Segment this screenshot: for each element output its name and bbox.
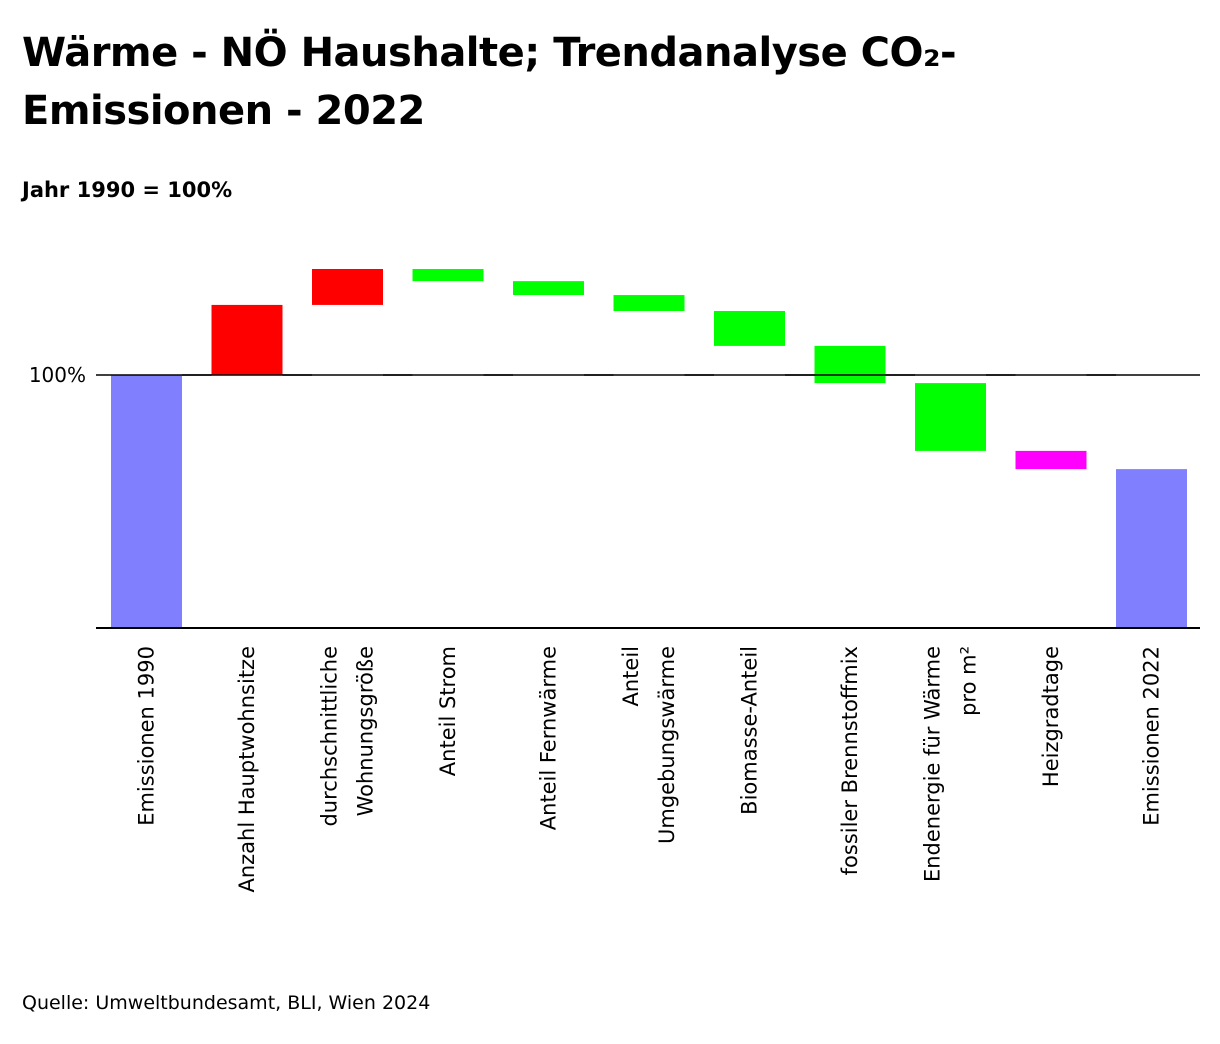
category-label-8: Endenergie für Wärme pro m² <box>921 646 981 882</box>
category-label-0-line-0: Emissionen 1990 <box>135 646 159 826</box>
category-label-7-line-0: fossiler Brennstoffmix <box>838 646 862 875</box>
bar-10 <box>1116 469 1187 628</box>
category-label-6: Biomasse-Anteil <box>738 646 762 815</box>
category-label-2: durchschnittliche Wohnungsgröße <box>318 646 378 827</box>
category-label-3: Anteil Strom <box>436 646 460 776</box>
category-label-5-line-1: Umgebungswärme <box>655 646 679 844</box>
bar-2 <box>312 268 383 305</box>
category-label-9-line-0: Heizgradtage <box>1039 646 1063 787</box>
category-label-0: Emissionen 1990 <box>135 646 159 826</box>
category-label-4: Anteil Fernwärme <box>537 646 561 830</box>
category-label-10: Emissionen 2022 <box>1140 646 1164 826</box>
category-label-1-line-0: Anzahl Hauptwohnsitze <box>235 646 259 893</box>
category-label-4-line-0: Anteil Fernwärme <box>537 646 561 830</box>
category-label-2-line-0: durchschnittliche <box>318 646 342 827</box>
bar-9 <box>1015 450 1087 470</box>
category-label-9: Heizgradtage <box>1039 646 1063 787</box>
bar-3 <box>412 268 484 282</box>
category-label-3-line-0: Anteil Strom <box>436 646 460 776</box>
bar-0 <box>111 375 182 628</box>
category-label-2-line-1: Wohnungsgröße <box>354 646 378 816</box>
bar-7 <box>814 345 886 384</box>
category-label-5: Anteil Umgebungswärme <box>619 646 679 844</box>
category-label-8-line-1: pro m² <box>957 646 981 716</box>
source-note: Quelle: Umweltbundesamt, BLI, Wien 2024 <box>22 992 431 1014</box>
bar-5 <box>613 295 685 311</box>
category-label-7: fossiler Brennstoffmix <box>838 646 862 875</box>
category-label-5-line-0: Anteil <box>619 646 643 707</box>
category-label-10-line-0: Emissionen 2022 <box>1140 646 1164 826</box>
bar-6 <box>714 310 785 346</box>
category-label-6-line-0: Biomasse-Anteil <box>738 646 762 815</box>
bar-8 <box>915 383 986 451</box>
bars-group <box>111 268 1187 628</box>
category-label-8-line-0: Endenergie für Wärme <box>921 646 945 882</box>
chart-subtitle: Jahr 1990 = 100% <box>22 178 233 202</box>
bar-4 <box>513 281 584 296</box>
category-labels-group: Emissionen 1990 Anzahl Hauptwohnsitze durc… <box>135 646 1164 893</box>
bar-1 <box>211 304 283 375</box>
chart-title: Wärme - NÖ Haushalte; Trendanalyse CO₂-E… <box>22 30 957 134</box>
category-label-1: Anzahl Hauptwohnsitze <box>235 646 259 893</box>
baseline-label: 100% <box>29 363 86 387</box>
